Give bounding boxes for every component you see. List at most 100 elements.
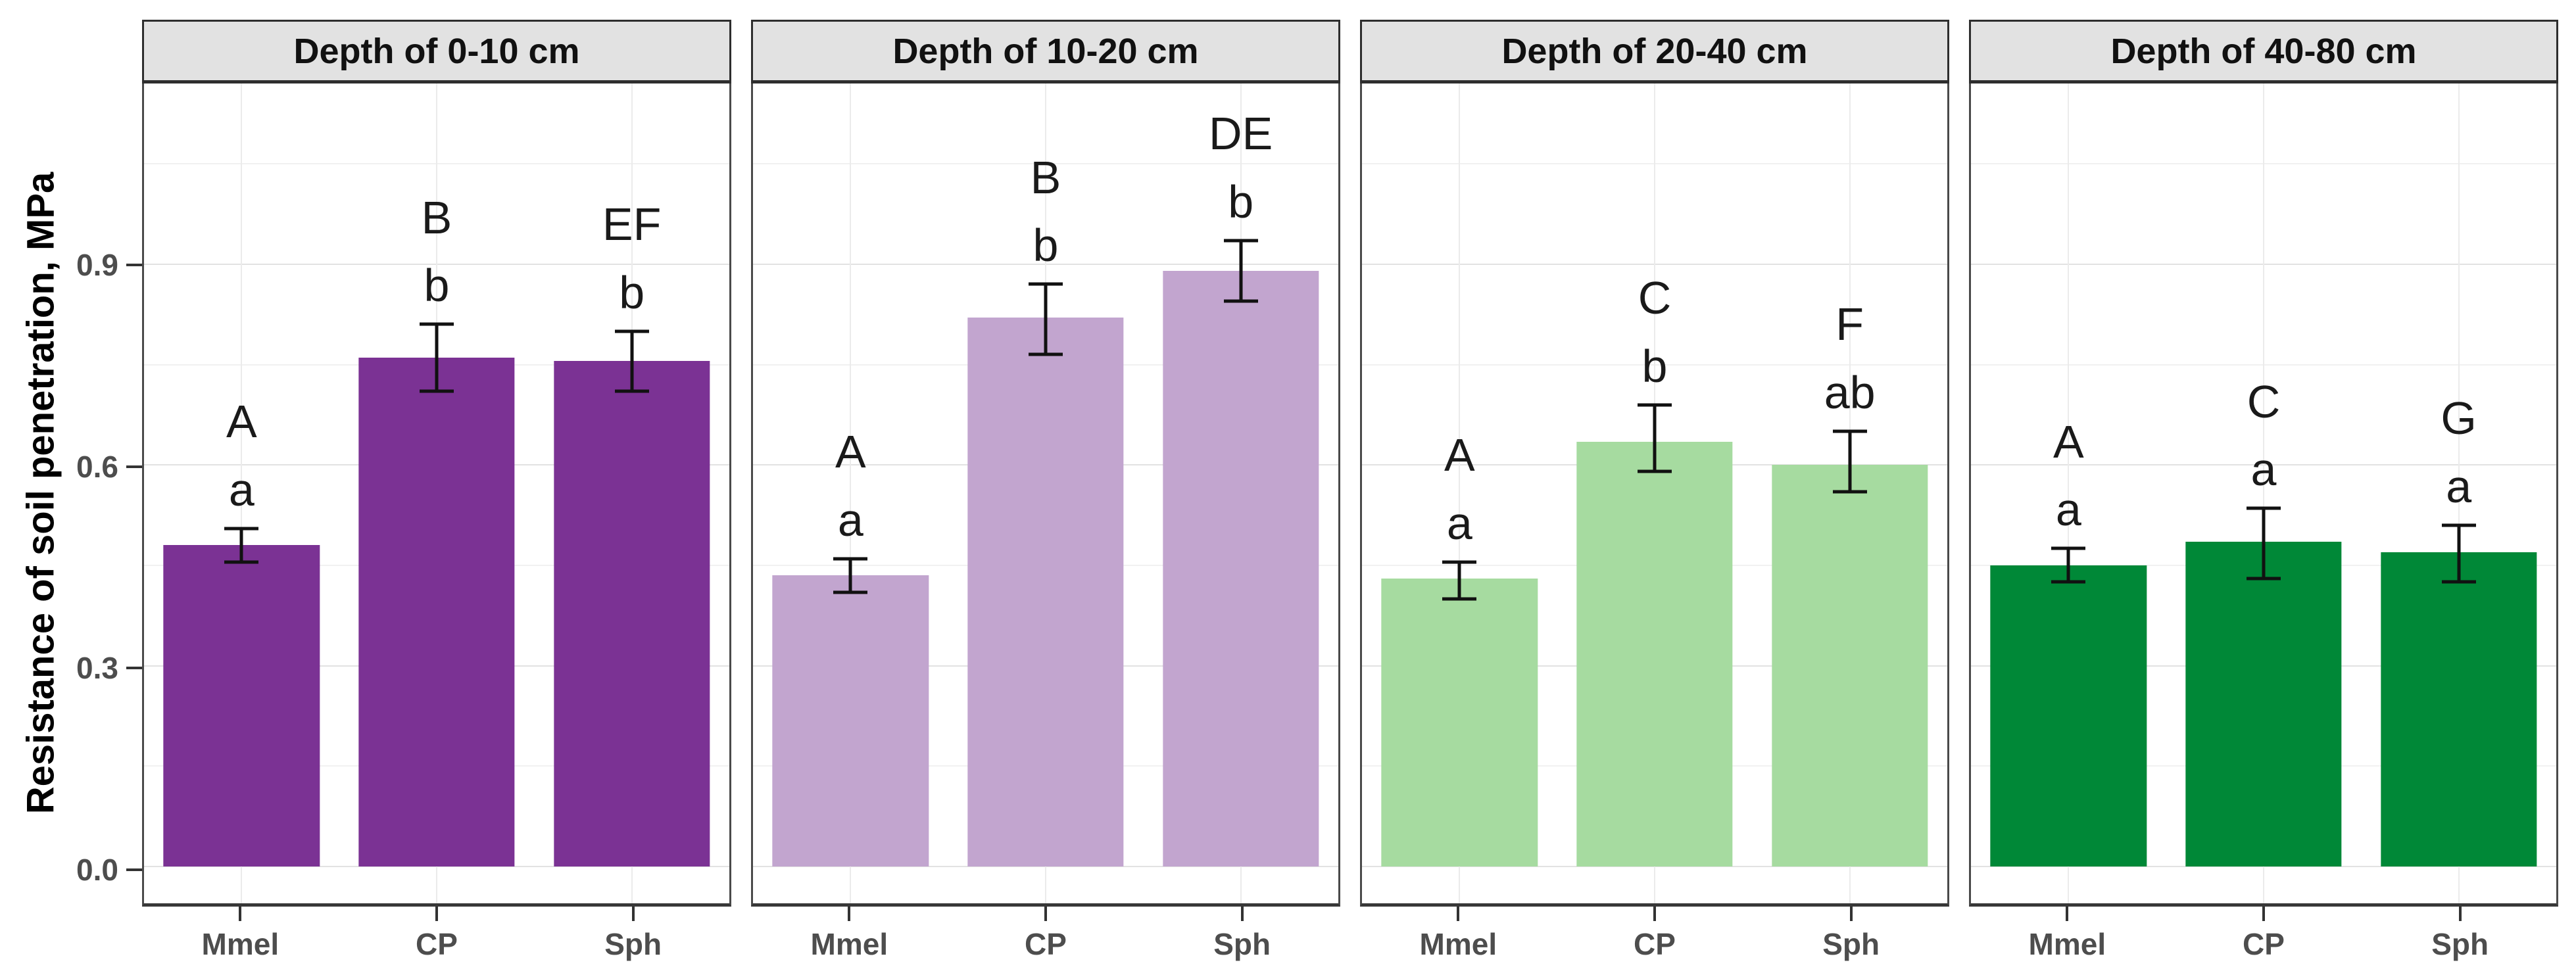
- error-bar-line: [1239, 241, 1243, 301]
- error-bar-cap: [614, 389, 649, 393]
- significance-letter-lower: b: [1641, 340, 1668, 392]
- error-bar-cap: [1029, 282, 1063, 286]
- error-bar-cap: [2051, 546, 2086, 550]
- x-tick-mark: [2262, 907, 2265, 921]
- x-tick-mark: [1240, 907, 1244, 921]
- error-bar-line: [1653, 404, 1657, 472]
- vertical-gridline: [241, 83, 243, 903]
- error-bar-cap: [420, 389, 454, 393]
- x-category-label: CP: [1634, 927, 1676, 961]
- error-bar-cap: [420, 322, 454, 326]
- error-bar-line: [848, 558, 852, 592]
- x-tick-mark: [2458, 907, 2462, 921]
- significance-letter-upper: C: [2247, 375, 2281, 427]
- x-axis: Mmel CP Sph: [751, 907, 1340, 973]
- vertical-gridline: [850, 83, 852, 903]
- significance-letter-lower: a: [2446, 460, 2472, 512]
- y-tick-label: 0.0: [76, 852, 118, 887]
- x-tick-mark: [1653, 907, 1656, 921]
- significance-letter-upper: A: [2053, 415, 2084, 467]
- significance-letter-lower: a: [2055, 484, 2081, 536]
- x-tick-mark: [239, 907, 242, 921]
- y-tick-label: 0.3: [76, 651, 118, 686]
- bar-cp: [2185, 542, 2342, 867]
- significance-letter-lower: b: [1033, 220, 1059, 272]
- significance-letter-upper: EF: [602, 198, 662, 250]
- error-bar-cap: [1442, 560, 1477, 564]
- significance-letter-upper: G: [2441, 392, 2477, 444]
- vertical-gridline: [2458, 83, 2460, 903]
- error-bar-cap: [1832, 429, 1867, 433]
- error-bar-cap: [1638, 403, 1672, 407]
- x-axis: Mmel CP Sph: [142, 907, 731, 973]
- x-category-label: Sph: [2431, 927, 2489, 961]
- x-category-label: Mmel: [2028, 927, 2106, 961]
- error-bar-cap: [224, 560, 259, 564]
- facet-strip-title: Depth of 40-80 cm: [1969, 20, 2558, 83]
- bar-cp: [967, 318, 1124, 867]
- x-tick-mark: [848, 907, 851, 921]
- y-axis-tick-marks: [126, 83, 142, 907]
- bar-sph: [553, 361, 710, 867]
- error-bar-cap: [1029, 352, 1063, 356]
- facet-strip-title: Depth of 0-10 cm: [142, 20, 731, 83]
- x-category-label: Mmel: [810, 927, 888, 961]
- error-bar-line: [2262, 508, 2266, 579]
- significance-letter-lower: ab: [1824, 367, 1876, 419]
- error-bar-cap: [2441, 523, 2476, 527]
- error-bar-cap: [224, 527, 259, 531]
- error-bar-line: [1044, 284, 1048, 355]
- x-axis: Mmel CP Sph: [1969, 907, 2558, 973]
- error-bar-cap: [2051, 580, 2086, 584]
- x-category-label: Mmel: [201, 927, 279, 961]
- x-category-label: Sph: [1822, 927, 1880, 961]
- error-bar-cap: [2247, 506, 2281, 510]
- significance-letter-upper: B: [1030, 151, 1061, 203]
- bar-sph: [1771, 465, 1928, 867]
- significance-letter-lower: b: [424, 260, 450, 312]
- error-bar-cap: [2441, 580, 2476, 584]
- error-bar-line: [2066, 548, 2070, 582]
- y-tick-label: 0.9: [76, 247, 118, 282]
- y-axis-tick-labels: 0.0 0.3 0.6 0.9: [0, 83, 118, 907]
- error-bar-line: [2457, 525, 2461, 582]
- x-tick-mark: [631, 907, 635, 921]
- x-category-label: Sph: [1213, 927, 1271, 961]
- x-tick-mark: [1457, 907, 1460, 921]
- x-axis: Mmel CP Sph: [1360, 907, 1949, 973]
- significance-letter-lower: a: [1446, 497, 1472, 549]
- bar-mmel: [772, 575, 929, 867]
- error-bar-cap: [833, 557, 868, 561]
- x-tick-mark: [435, 907, 438, 921]
- bar-cp: [358, 358, 515, 867]
- significance-letter-lower: a: [837, 494, 863, 546]
- x-tick-mark: [2066, 907, 2069, 921]
- y-tick-mark: [126, 263, 142, 266]
- significance-letter-upper: F: [1835, 298, 1864, 350]
- bar-mmel: [1381, 579, 1538, 867]
- significance-letter-lower: b: [619, 266, 645, 318]
- bar-sph: [2380, 552, 2537, 867]
- significance-letter-upper: C: [1638, 272, 1672, 323]
- error-bar-cap: [1223, 239, 1258, 243]
- significance-letter-lower: a: [2250, 444, 2277, 496]
- significance-letter-upper: A: [226, 396, 257, 448]
- vertical-gridline: [1459, 83, 1461, 903]
- error-bar-cap: [833, 590, 868, 594]
- bar-mmel: [1990, 565, 2147, 867]
- y-tick-mark: [126, 868, 142, 871]
- significance-letter-upper: B: [421, 191, 452, 243]
- error-bar-cap: [1442, 597, 1477, 601]
- significance-letter-upper: DE: [1209, 108, 1273, 160]
- x-tick-mark: [1849, 907, 1853, 921]
- error-bar-line: [239, 528, 243, 562]
